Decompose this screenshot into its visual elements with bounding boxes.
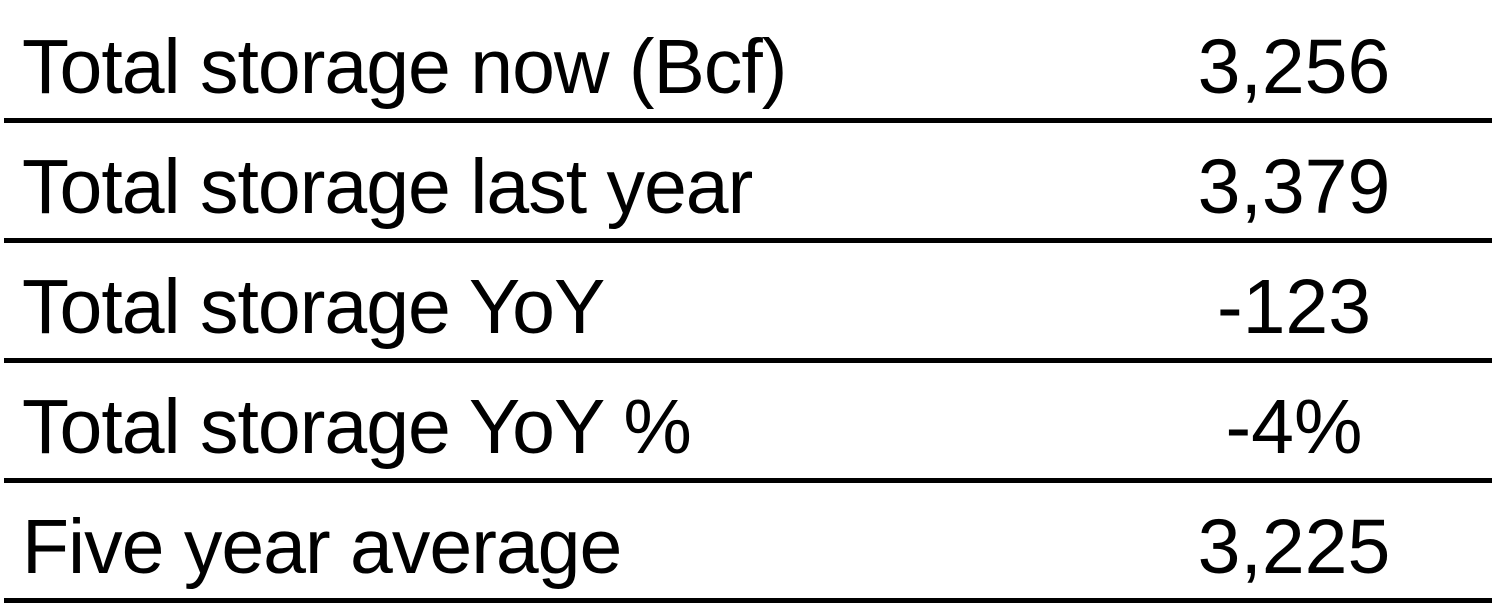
row-label: Total storage now (Bcf)	[22, 24, 787, 110]
table-row: Total storage last year 3,379	[4, 123, 1492, 243]
row-label: Total storage YoY %	[22, 384, 692, 470]
row-label: Total storage last year	[22, 144, 753, 230]
storage-table: Total storage now (Bcf) 3,256 Total stor…	[4, 3, 1492, 603]
row-value: -4%	[1225, 384, 1363, 470]
row-value: 3,256	[1197, 24, 1391, 110]
row-value: -123	[1216, 264, 1372, 350]
row-value: 3,379	[1197, 144, 1391, 230]
row-label: Five year average	[22, 504, 622, 590]
row-value: 3,225	[1197, 504, 1391, 590]
table-row: Five year average 3,225	[4, 483, 1492, 603]
table-row: Total storage now (Bcf) 3,256	[4, 3, 1492, 123]
table-row: Total storage YoY -123	[4, 243, 1492, 363]
row-label: Total storage YoY	[22, 264, 605, 350]
table-row: Total storage YoY % -4%	[4, 363, 1492, 483]
